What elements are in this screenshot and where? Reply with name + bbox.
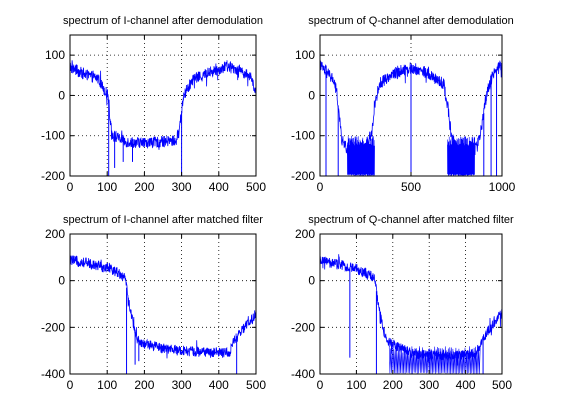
x-tick-label: 0	[317, 180, 324, 194]
x-tick-label: 500	[246, 180, 266, 194]
y-tick-label: -400	[291, 367, 315, 381]
y-tick-label: 0	[58, 274, 65, 288]
x-tick-label: 500	[246, 378, 266, 392]
plot-area	[320, 60, 502, 176]
subplot-2: spectrum of Q-channel after demodulation…	[291, 15, 516, 194]
y-tick-label: -200	[291, 169, 315, 183]
y-tick-label: 200	[295, 227, 315, 241]
grid-lines	[70, 234, 256, 374]
y-tick-label: 100	[295, 48, 315, 62]
x-tick-label: 500	[401, 180, 421, 194]
x-tick-label: 1000	[489, 180, 516, 194]
x-tick-label: 0	[67, 378, 74, 392]
x-tick-label: 100	[97, 180, 117, 194]
y-tick-label: 100	[45, 48, 65, 62]
plot-area	[70, 255, 256, 374]
x-tick-label: 300	[419, 378, 439, 392]
x-tick-label: 200	[134, 378, 154, 392]
grid-lines	[320, 234, 502, 374]
x-tick-label: 100	[97, 378, 117, 392]
y-tick-label: -200	[41, 169, 65, 183]
grid-lines	[70, 35, 256, 176]
y-tick-label: 0	[58, 88, 65, 102]
x-tick-label: 400	[209, 180, 229, 194]
subplot-4: spectrum of Q-channel after matched filt…	[291, 214, 514, 392]
x-tick-label: 0	[317, 378, 324, 392]
dense-region	[447, 136, 476, 176]
y-tick-label: -100	[41, 129, 65, 143]
x-tick-label: 300	[172, 378, 192, 392]
y-tick-label: 0	[308, 274, 315, 288]
y-tick-label: -400	[41, 367, 65, 381]
x-tick-label: 300	[172, 180, 192, 194]
subplot-1: spectrum of I-channel after demodulation…	[41, 15, 266, 194]
chart-title: spectrum of Q-channel after demodulation	[308, 15, 513, 27]
axes-box	[319, 233, 503, 375]
axes-box	[69, 34, 257, 177]
chart-title: spectrum of I-channel after demodulation	[63, 15, 263, 27]
axes-box	[69, 233, 257, 375]
chart-title: spectrum of I-channel after matched filt…	[63, 214, 263, 226]
plot-area	[70, 60, 256, 176]
series-line	[70, 60, 256, 150]
x-tick-label: 0	[67, 180, 74, 194]
x-tick-label: 400	[456, 378, 476, 392]
y-tick-label: 0	[308, 88, 315, 102]
subplot-3: spectrum of I-channel after matched filt…	[41, 214, 266, 392]
x-tick-label: 200	[383, 378, 403, 392]
y-tick-label: -200	[291, 320, 315, 334]
series-line	[70, 255, 256, 359]
y-tick-label: -200	[41, 320, 65, 334]
dense-region	[388, 345, 481, 374]
y-tick-label: -100	[291, 129, 315, 143]
subplot-grid: spectrum of I-channel after demodulation…	[41, 15, 516, 392]
y-tick-label: 200	[45, 227, 65, 241]
series-line	[320, 254, 502, 366]
x-tick-label: 400	[209, 378, 229, 392]
x-tick-label: 200	[134, 180, 154, 194]
x-tick-label: 100	[346, 378, 366, 392]
x-tick-label: 500	[492, 378, 512, 392]
dense-region	[346, 135, 375, 176]
plot-area	[320, 254, 502, 374]
chart-title: spectrum of Q-channel after matched filt…	[308, 214, 514, 226]
